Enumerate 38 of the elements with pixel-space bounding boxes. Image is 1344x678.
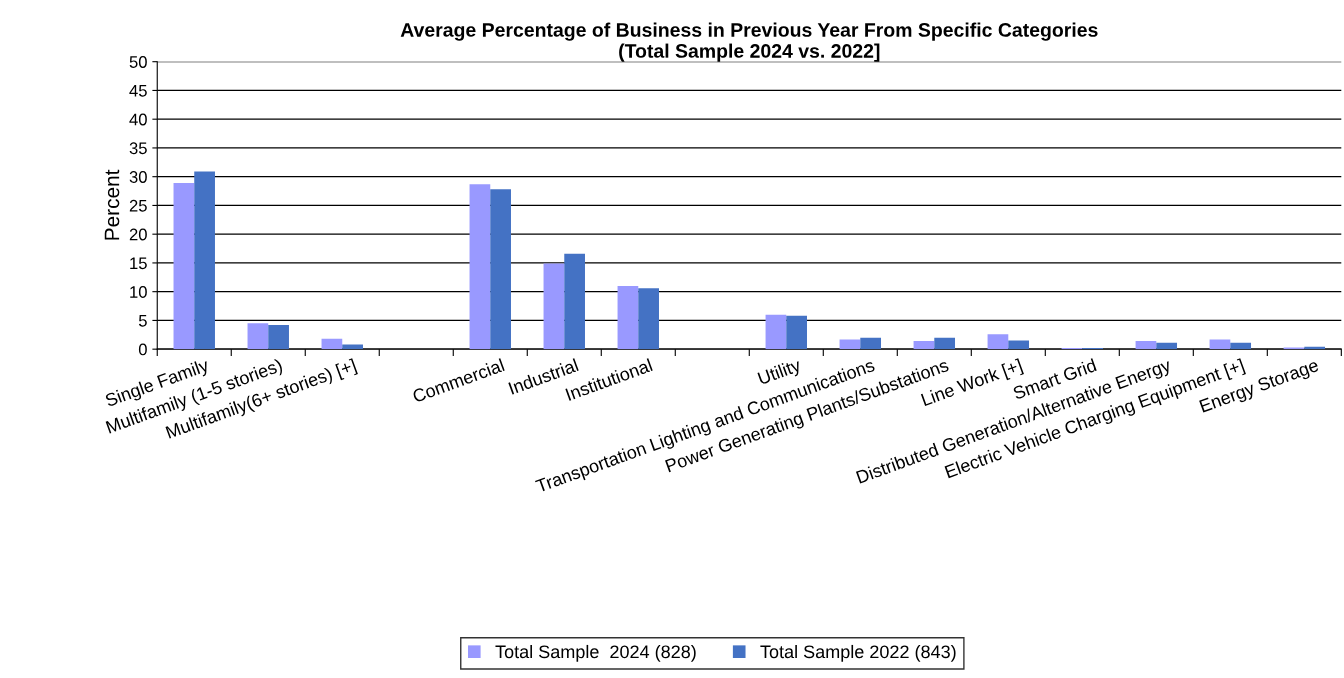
bar: [194, 171, 215, 350]
y-tick-label: 15: [130, 257, 147, 270]
bar: [247, 323, 269, 350]
bar: [617, 285, 639, 350]
bar: [638, 288, 659, 350]
y-tick-label: 25: [129, 199, 147, 212]
y-tick-label: 0: [138, 343, 147, 356]
bar: [860, 337, 882, 350]
bar: [543, 263, 565, 350]
y-tick-label: 50: [129, 56, 147, 68]
bar: [1209, 339, 1231, 350]
y-tick-label: 20: [129, 228, 147, 241]
bar: [1230, 342, 1252, 350]
bar: [1135, 341, 1157, 350]
bar: [786, 315, 807, 350]
y-tick-label: 40: [129, 113, 147, 126]
bar: [268, 325, 289, 350]
bar: [839, 339, 861, 350]
bar: [913, 341, 935, 350]
bar: [173, 183, 195, 350]
y-tick-label: 45: [129, 85, 147, 97]
bar: [934, 337, 956, 350]
legend-label: Total Sample 2022 (843): [760, 644, 956, 662]
bar: [321, 338, 343, 350]
bar: [765, 314, 787, 350]
bar: [1156, 342, 1178, 350]
bar: [564, 253, 585, 350]
bar: [490, 189, 511, 350]
y-axis-title: Percent: [104, 169, 120, 240]
y-tick-label: 35: [129, 142, 147, 155]
bar: [1008, 340, 1030, 350]
legend-label: Total Sample 2024 (828): [495, 644, 696, 662]
bar: [469, 184, 491, 350]
chart-title: Average Percentage of Business in Previous Year From Specific Categories (Total Sample 2024 vs. 2022]: [400, 22, 1098, 62]
y-tick-label: 30: [129, 171, 147, 183]
y-tick-label: 5: [138, 315, 147, 327]
bar: [987, 334, 1009, 350]
y-tick-label: 10: [130, 286, 147, 298]
